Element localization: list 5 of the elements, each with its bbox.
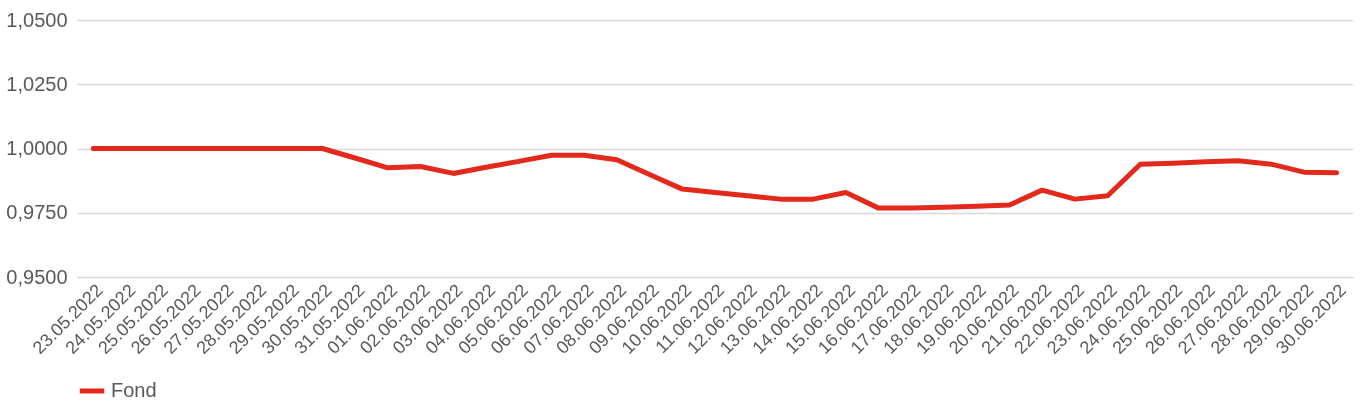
y-tick-label: 1,0250: [6, 72, 68, 95]
y-tick-label: 1,0000: [6, 137, 68, 159]
legend-label: Fond: [111, 379, 157, 401]
y-tick-label: 0,9750: [6, 201, 68, 224]
y-tick-label: 1,0500: [6, 8, 68, 31]
